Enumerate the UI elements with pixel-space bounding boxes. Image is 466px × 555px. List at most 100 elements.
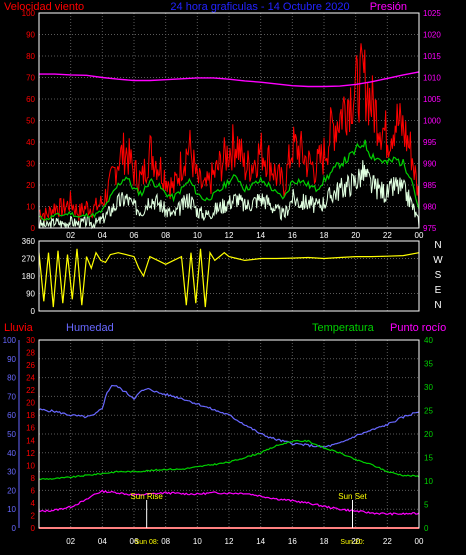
- direction-tick: 90: [26, 290, 35, 299]
- rain-tick: 26: [26, 361, 35, 370]
- pressure-tick: 975: [423, 224, 437, 233]
- sun-set-label: Sun Set: [338, 492, 367, 501]
- humidity-tick: 90: [7, 355, 16, 364]
- direction-series: [38, 248, 420, 308]
- hour-tick: 06: [130, 537, 139, 546]
- wind-hour-axis: 02 04 06 08 10 12 14 16 18 20 22 00: [66, 231, 424, 240]
- wind-series: [38, 43, 420, 230]
- hour-tick: 18: [320, 537, 329, 546]
- wind-gust-line: [38, 43, 420, 222]
- temperature-tick: 40: [424, 336, 433, 345]
- hour-tick: 10: [193, 537, 202, 546]
- hour-tick: 20: [351, 537, 360, 546]
- temperature-tick: 30: [424, 383, 433, 392]
- temperature-tick: 5: [424, 501, 429, 510]
- rain-tick: 28: [26, 349, 35, 358]
- temperature-tick: 10: [424, 477, 433, 486]
- rain-tick: 30: [26, 336, 35, 345]
- pressure-tick: 1025: [423, 9, 441, 18]
- humidity-tick: 70: [7, 392, 16, 401]
- humidity-tick: 50: [7, 430, 16, 439]
- climate-hour-axis: 02 04 06 08 10 12 14 16 18 20 22 00: [66, 537, 424, 546]
- hour-tick: 16: [288, 231, 297, 240]
- direction-axis: 360 270 180 90 0: [22, 237, 36, 316]
- hour-tick: 14: [256, 231, 265, 240]
- temperature-tick: 0: [424, 524, 429, 533]
- hour-tick: 02: [66, 231, 75, 240]
- humidity-tick: 40: [7, 449, 16, 458]
- pressure-axis: 975 980 985 990 995 1000 1005 1010 1015 1020 1025: [423, 9, 441, 233]
- hour-tick: 08: [161, 537, 170, 546]
- direction-frame: [38, 240, 420, 312]
- sun-set-time: Sun 20:: [340, 539, 364, 546]
- wind-speed-tick: 90: [26, 31, 35, 40]
- hour-tick: 20: [351, 231, 360, 240]
- hour-tick: 10: [193, 231, 202, 240]
- pressure-tick: 1010: [423, 74, 441, 83]
- rain-tick: 20: [26, 399, 35, 408]
- rain-tick: 16: [26, 424, 35, 433]
- rain-label: Lluvia: [4, 322, 34, 334]
- rain-tick: 24: [26, 374, 35, 383]
- humidity-tick: 10: [7, 505, 16, 514]
- wind-speed-tick: 20: [26, 181, 35, 190]
- humidity-tick: 100: [3, 336, 17, 345]
- wind-speed-tick: 60: [26, 95, 35, 104]
- pressure-tick: 985: [423, 181, 437, 190]
- wind-direction-line: [38, 248, 420, 308]
- hour-tick: 02: [66, 537, 75, 546]
- hour-tick: 06: [130, 231, 139, 240]
- dewpoint-line: [38, 489, 420, 516]
- wind-speed-tick: 100: [22, 9, 36, 18]
- pressure-tick: 995: [423, 138, 437, 147]
- hour-tick: 16: [288, 537, 297, 546]
- direction-tick: 0: [31, 307, 36, 316]
- sun-markers: Sun Rise Sun 08: Sun Set Sun 20:: [130, 492, 367, 546]
- humidity-tick: 20: [7, 486, 16, 495]
- rain-tick: 10: [26, 461, 35, 470]
- hour-tick: 22: [383, 231, 392, 240]
- wind-speed-label: Velocidad viento: [4, 1, 84, 13]
- temperature-tick: 35: [424, 360, 433, 369]
- hour-tick: 08: [161, 231, 170, 240]
- compass-letter: S: [435, 270, 442, 281]
- wind-speed-tick: 40: [26, 138, 35, 147]
- humidity-label: Humedad: [66, 322, 114, 334]
- dewpoint-label: Punto rocío: [390, 322, 446, 334]
- wind-low-line: [38, 160, 420, 230]
- chart-title: 24 hora graficulas - 14 Octubre 2020: [170, 1, 349, 13]
- compass-letter: E: [435, 285, 442, 296]
- hour-tick: 12: [225, 537, 234, 546]
- humidity-line: [38, 384, 420, 448]
- temperature-line: [38, 439, 420, 481]
- rain-tick: 8: [31, 474, 36, 483]
- rain-tick: 18: [26, 411, 35, 420]
- humidity-tick: 30: [7, 468, 16, 477]
- pressure-tick: 990: [423, 160, 437, 169]
- pressure-line: [39, 71, 420, 88]
- rain-tick: 4: [31, 499, 36, 508]
- compass-letter: N: [434, 240, 441, 251]
- direction-tick: 270: [22, 255, 36, 264]
- pressure-tick: 1020: [423, 31, 441, 40]
- rain-tick: 6: [31, 486, 36, 495]
- wind-speed-tick: 70: [26, 74, 35, 83]
- temperature-label: Temperatura: [312, 322, 375, 334]
- pressure-tick: 980: [423, 203, 437, 212]
- hour-tick: 04: [98, 231, 107, 240]
- humidity-tick: 80: [7, 374, 16, 383]
- rain-tick: 2: [31, 511, 36, 520]
- direction-tick: 360: [22, 237, 36, 246]
- pressure-tick: 1000: [423, 117, 441, 126]
- pressure-label: Presión: [370, 1, 407, 13]
- hour-tick: 00: [415, 537, 424, 546]
- temperature-axis: 0 5 10 15 20 25 30 35 40: [424, 336, 433, 533]
- pressure-tick: 1005: [423, 95, 441, 104]
- climate-panel: Lluvia Humedad Temperatura Punto rocío 0…: [3, 322, 447, 546]
- sun-rise-time: Sun 08:: [135, 539, 159, 546]
- hour-tick: 18: [320, 231, 329, 240]
- hour-tick: 12: [225, 231, 234, 240]
